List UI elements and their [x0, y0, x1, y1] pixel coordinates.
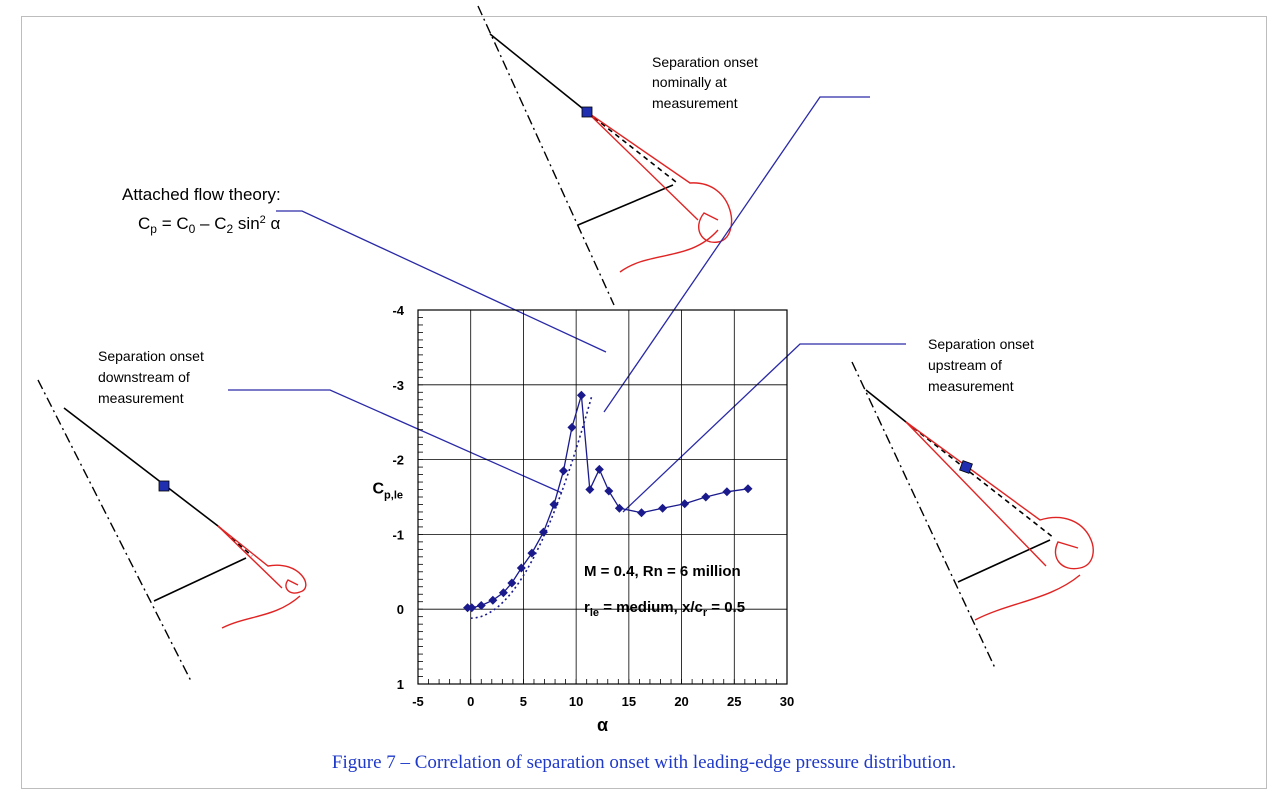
- data-point: [594, 464, 604, 474]
- leader-lines: [228, 96, 906, 513]
- chart-minor-ticks: [417, 309, 788, 685]
- sketch-upstream-sensor: [959, 460, 973, 474]
- data-point: [527, 548, 537, 558]
- annotation-upstream-line3: measurement: [928, 378, 1014, 394]
- chart-x-tick-labels: -5 0 5 10 15 20 25 30: [412, 694, 794, 709]
- leader-upstream: [622, 343, 906, 513]
- data-point: [476, 600, 486, 610]
- sketch-downstream: [37, 379, 307, 684]
- data-point: [567, 422, 577, 432]
- y-axis-label: Cp,le: [372, 480, 403, 501]
- sketch-upstream-leading-edge: [851, 361, 996, 669]
- annotation-upstream-line2: upstream of: [928, 357, 1002, 373]
- sketch-nominal-leading-edge: [477, 5, 615, 306]
- data-point: [516, 563, 526, 573]
- annotation-upstream-line1: Separation onset: [928, 336, 1034, 352]
- sketch-nominal-vortex: [586, 111, 733, 273]
- leader-nominal: [603, 96, 870, 413]
- sketch-nominal-sensor: [581, 106, 593, 118]
- annotation-theory-title: Attached flow theory:: [122, 185, 281, 204]
- annotations: Separation onset nominally at measuremen…: [98, 54, 1034, 619]
- x-tick-label: 20: [674, 694, 688, 709]
- plot-border: [417, 309, 788, 685]
- data-point: [743, 484, 753, 494]
- sketch-nominal-station: [577, 184, 674, 226]
- x-axis-label: α: [597, 715, 608, 735]
- data-point: [658, 503, 668, 513]
- x-tick-label: 15: [622, 694, 636, 709]
- sketch-downstream-dashed-line: [217, 525, 253, 557]
- y-tick-label: 0: [397, 602, 404, 617]
- sketch-downstream-station: [153, 557, 247, 602]
- data-point: [498, 588, 508, 598]
- sketch-upstream-dashed-line: [905, 421, 1055, 539]
- x-tick-label: 5: [520, 694, 527, 709]
- sketch-downstream-sensor: [158, 480, 170, 492]
- y-tick-label: -3: [392, 378, 404, 393]
- annotation-nominal-line2: nominally at: [652, 74, 727, 90]
- data-point: [558, 466, 568, 476]
- y-tick-label: 1: [397, 677, 404, 692]
- sketch-nominal-dashed-line: [586, 111, 677, 183]
- annotation-conditions-line1: M = 0.4, Rn = 6 million: [584, 563, 741, 580]
- data-point: [701, 492, 711, 502]
- annotation-nominal-line3: measurement: [652, 95, 738, 111]
- data-point: [467, 603, 477, 613]
- data-point: [604, 486, 614, 496]
- annotation-downstream-line2: downstream of: [98, 369, 190, 385]
- x-tick-label: 25: [727, 694, 741, 709]
- x-tick-label: 0: [467, 694, 474, 709]
- y-tick-label: -2: [392, 453, 404, 468]
- sketch-nominal-solid-line: [489, 33, 588, 113]
- annotation-downstream-line3: measurement: [98, 390, 184, 406]
- chart-y-tick-labels: 1 0 -1 -2 -3 -4: [392, 303, 404, 692]
- sketch-downstream-solid-line: [63, 407, 219, 527]
- annotation-nominal-line1: Separation onset: [652, 54, 758, 70]
- data-point: [585, 485, 595, 495]
- y-tick-label: -1: [392, 527, 404, 542]
- annotation-theory-equation: Cp = C0 – C2 sin2 α: [138, 214, 281, 236]
- x-tick-label: 30: [780, 694, 794, 709]
- data-point: [722, 487, 732, 497]
- data-point: [488, 595, 498, 605]
- sketch-downstream-leading-edge: [37, 379, 193, 684]
- figure-caption: Figure 7 – Correlation of separation ons…: [331, 752, 957, 773]
- data-point: [614, 503, 624, 513]
- chart-grid: [417, 309, 788, 685]
- data-point: [507, 578, 517, 588]
- sketch-upstream-solid-line: [865, 389, 907, 423]
- chart: -5 0 5 10 15 20 25 30 10-1-2-3-4 α Cp,le: [372, 303, 794, 735]
- data-point: [576, 390, 586, 400]
- leader-theory: [276, 210, 607, 353]
- sketch-downstream-vortex: [217, 525, 307, 629]
- sketch-upstream: [851, 361, 1094, 669]
- theory-curve: [470, 394, 593, 619]
- data-point: [538, 527, 548, 537]
- leader-downstream: [228, 389, 563, 494]
- annotation-downstream-line1: Separation onset: [98, 348, 204, 364]
- data-point: [637, 508, 647, 518]
- annotation-conditions-line2: rle = medium, x/cr = 0.5: [584, 599, 745, 619]
- series-markers: [463, 390, 753, 613]
- data-point: [680, 499, 690, 509]
- y-tick-label: -4: [392, 303, 404, 318]
- figure-frame: [21, 16, 1267, 789]
- sketch-nominal: [477, 5, 733, 306]
- x-tick-label: -5: [412, 694, 424, 709]
- sketch-upstream-vortex: [905, 421, 1094, 621]
- sketch-upstream-station: [957, 539, 1051, 583]
- x-tick-label: 10: [569, 694, 583, 709]
- data-point: [549, 499, 559, 509]
